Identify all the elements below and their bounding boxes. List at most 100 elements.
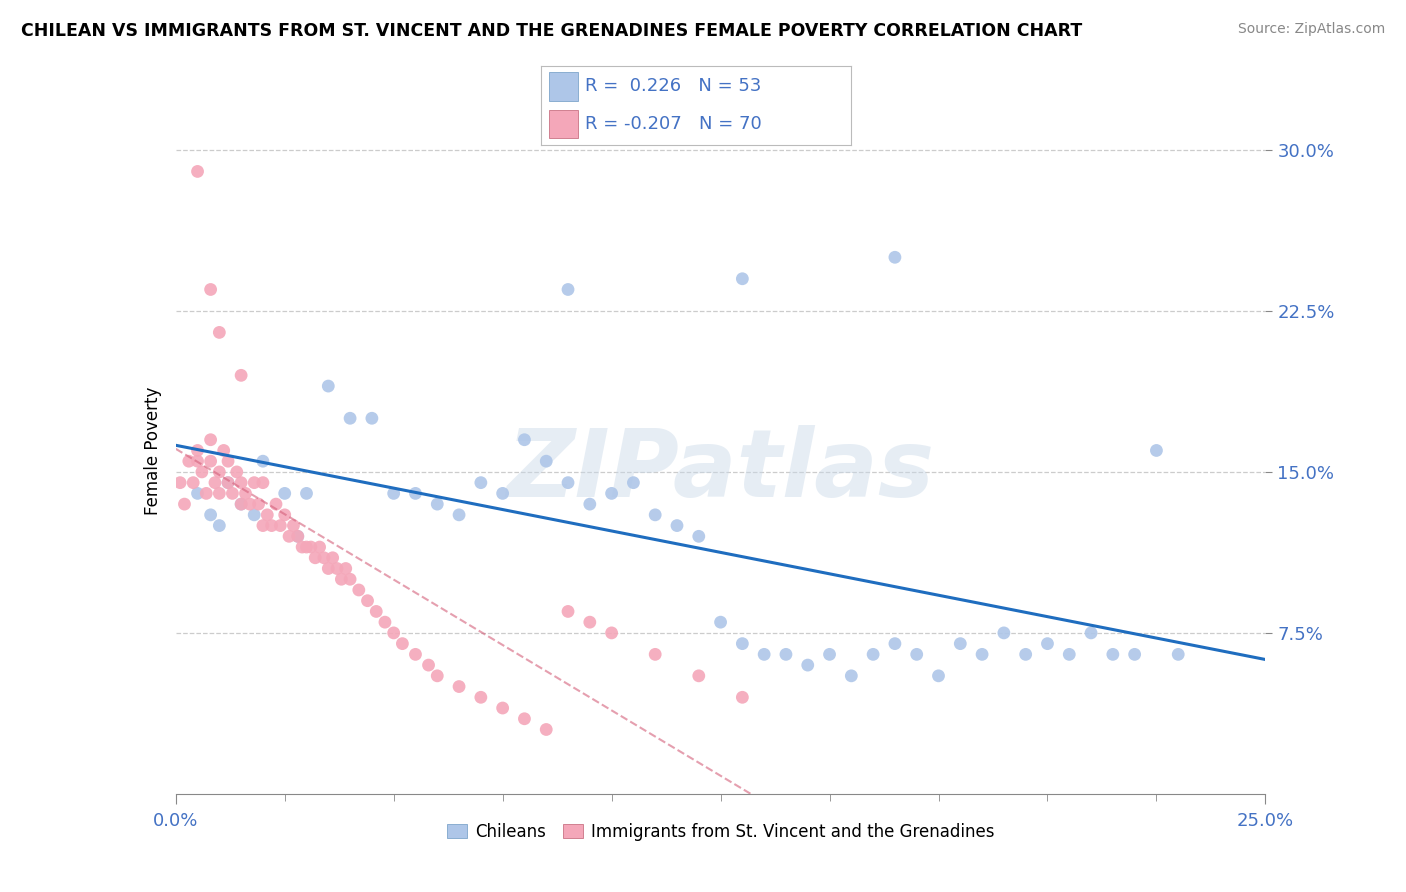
Point	[993, 626, 1015, 640]
Point	[360, 411, 382, 425]
Point	[492, 701, 515, 715]
Point	[252, 475, 274, 490]
Point	[295, 486, 318, 500]
Point	[600, 626, 623, 640]
Point	[221, 486, 243, 500]
Point	[347, 582, 370, 597]
Point	[318, 379, 340, 393]
Point	[470, 690, 492, 705]
Text: CHILEAN VS IMMIGRANTS FROM ST. VINCENT AND THE GRENADINES FEMALE POVERTY CORRELA: CHILEAN VS IMMIGRANTS FROM ST. VINCENT A…	[21, 22, 1083, 40]
Point	[405, 648, 427, 662]
Point	[252, 454, 274, 468]
Point	[235, 486, 257, 500]
Point	[1144, 443, 1167, 458]
Point	[231, 475, 253, 490]
Point	[200, 433, 222, 447]
Point	[949, 637, 972, 651]
Point	[339, 572, 361, 586]
Text: ZIPatlas: ZIPatlas	[506, 425, 935, 517]
Point	[884, 637, 907, 651]
Point	[557, 475, 579, 490]
Point	[1057, 648, 1080, 662]
Point	[796, 658, 818, 673]
Point	[339, 411, 361, 425]
Point	[621, 475, 644, 490]
Point	[335, 561, 357, 575]
Point	[299, 540, 322, 554]
Text: Source: ZipAtlas.com: Source: ZipAtlas.com	[1237, 22, 1385, 37]
Point	[644, 508, 666, 522]
Point	[688, 669, 710, 683]
Point	[243, 475, 266, 490]
Point	[186, 164, 209, 178]
Point	[600, 486, 623, 500]
Point	[754, 648, 776, 662]
Point	[557, 604, 579, 618]
Point	[191, 465, 214, 479]
Point	[326, 561, 349, 575]
Point	[1036, 637, 1059, 651]
Point	[200, 454, 222, 468]
Point	[181, 475, 204, 490]
Point	[264, 497, 287, 511]
Point	[231, 497, 253, 511]
Text: R = -0.207   N = 70: R = -0.207 N = 70	[585, 115, 762, 133]
Point	[247, 497, 270, 511]
Point	[322, 550, 344, 565]
Point	[291, 540, 314, 554]
Point	[318, 561, 340, 575]
Point	[731, 271, 754, 285]
Point	[366, 604, 388, 618]
Point	[186, 454, 209, 468]
Point	[212, 443, 235, 458]
Point	[391, 637, 413, 651]
Point	[644, 648, 666, 662]
Bar	[548, 72, 578, 101]
Point	[252, 518, 274, 533]
Point	[731, 637, 754, 651]
Point	[243, 508, 266, 522]
Point	[818, 648, 841, 662]
Point	[666, 518, 689, 533]
Point	[492, 486, 515, 500]
Y-axis label: Female Poverty: Female Poverty	[143, 386, 162, 515]
Point	[208, 486, 231, 500]
Point	[308, 540, 330, 554]
Point	[579, 497, 602, 511]
Point	[1167, 648, 1189, 662]
Point	[418, 658, 440, 673]
Point	[534, 454, 557, 468]
Point	[688, 529, 710, 543]
Point	[905, 648, 928, 662]
Point	[862, 648, 884, 662]
Point	[200, 508, 222, 522]
Point	[513, 433, 536, 447]
Point	[1102, 648, 1125, 662]
Point	[470, 475, 492, 490]
Point	[274, 486, 297, 500]
Point	[775, 648, 797, 662]
Point	[287, 529, 309, 543]
Point	[1080, 626, 1102, 640]
Legend: Chileans, Immigrants from St. Vincent and the Grenadines: Chileans, Immigrants from St. Vincent an…	[440, 816, 1001, 847]
Point	[204, 475, 226, 490]
Point	[260, 518, 283, 533]
Point	[256, 508, 278, 522]
Bar	[548, 110, 578, 138]
Point	[200, 283, 222, 297]
Point	[710, 615, 733, 630]
Point	[330, 572, 353, 586]
Point	[208, 465, 231, 479]
Point	[274, 508, 297, 522]
Point	[382, 486, 405, 500]
Point	[447, 508, 470, 522]
Point	[928, 669, 950, 683]
Point	[579, 615, 602, 630]
Point	[278, 529, 301, 543]
Point	[312, 550, 335, 565]
Point	[557, 283, 579, 297]
Point	[287, 529, 309, 543]
Point	[231, 368, 253, 383]
Point	[841, 669, 863, 683]
Point	[217, 475, 239, 490]
